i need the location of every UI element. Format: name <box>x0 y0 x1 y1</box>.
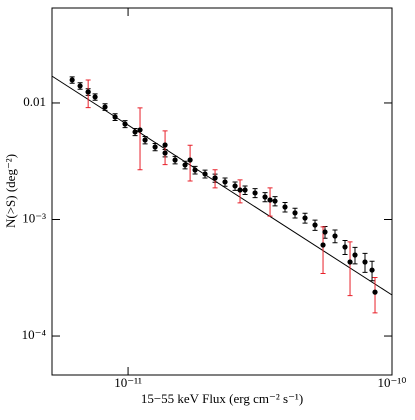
y-axis-label: N(>S) (deg⁻²) <box>3 154 18 228</box>
data-point <box>92 94 98 100</box>
fit-line <box>51 75 393 296</box>
data-point <box>112 114 118 120</box>
data-point <box>132 129 138 135</box>
y-tick-label: 10⁻³ <box>22 210 46 225</box>
data-point <box>242 187 248 193</box>
data-point <box>222 179 228 185</box>
error-bar <box>187 144 193 182</box>
data-point <box>320 242 326 248</box>
data-point <box>332 233 338 239</box>
x-tick-label: 10⁻¹¹ <box>114 375 142 390</box>
error-bar <box>372 276 378 314</box>
plot-frame <box>51 7 393 376</box>
data-point <box>302 215 308 221</box>
data-point <box>162 142 168 148</box>
data-point <box>212 175 218 181</box>
data-point <box>362 259 368 265</box>
data-point <box>322 229 328 235</box>
error-bar <box>320 226 326 275</box>
data-point <box>252 190 258 196</box>
data-point <box>182 162 188 168</box>
error-bar <box>162 130 168 166</box>
y-tick-label: 0.01 <box>23 94 46 109</box>
data-point <box>372 289 378 295</box>
data-point <box>202 171 208 177</box>
data-point <box>77 83 83 89</box>
data-point <box>172 157 178 163</box>
data-point <box>187 157 193 163</box>
data-point <box>137 127 143 133</box>
data-point <box>232 183 238 189</box>
data-point <box>162 150 168 156</box>
data-point <box>262 194 268 200</box>
data-point <box>122 121 128 127</box>
x-axis-label: 15−55 keV Flux (erg cm⁻² s⁻¹) <box>141 391 303 406</box>
error-bar <box>137 107 143 171</box>
data-point <box>237 187 243 193</box>
data-point <box>69 77 75 83</box>
x-tick-label: 10⁻¹⁰ <box>378 375 407 390</box>
data-point <box>352 252 358 258</box>
data-point <box>192 167 198 173</box>
data-point <box>292 210 298 216</box>
data-point <box>282 204 288 210</box>
data-point <box>312 222 318 228</box>
data-point <box>102 104 108 110</box>
data-point <box>152 144 158 150</box>
data-point <box>85 89 91 95</box>
data-point <box>342 244 348 250</box>
error-bar <box>347 241 353 297</box>
data-point <box>369 267 375 273</box>
data-point <box>272 198 278 204</box>
y-tick-label: 10⁻⁴ <box>22 327 47 342</box>
data-point <box>267 197 273 203</box>
data-point <box>142 137 148 143</box>
data-point <box>347 259 353 265</box>
